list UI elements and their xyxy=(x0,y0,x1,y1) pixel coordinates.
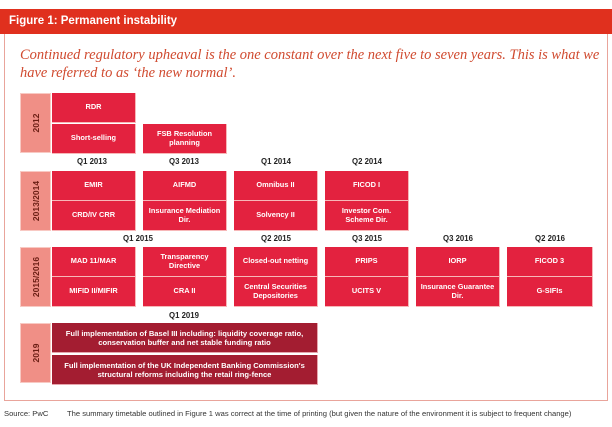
quarter-label: Q2 2016 xyxy=(535,234,565,243)
item-investor-com-scheme-dir: Investor Com. Scheme Dir. xyxy=(325,201,409,231)
year-label: 2013/2014 xyxy=(30,180,41,222)
quarter-label: Q1 2019 xyxy=(169,311,199,320)
item-crd-iv-crr: CRD/IV CRR xyxy=(52,201,136,231)
item-closed-out-netting: Closed-out netting xyxy=(234,247,318,277)
item-omnibus-ii: Omnibus II xyxy=(234,171,318,201)
item-ficod-3: FICOD 3 xyxy=(507,247,593,277)
item-mad-11-mar: MAD 11/MAR xyxy=(52,247,136,277)
item-solvency-ii: Solvency II xyxy=(234,201,318,231)
year-bar-2015-2016: 2015/2016 xyxy=(20,247,51,307)
item-g-sifis: G-SIFIs xyxy=(507,277,593,307)
quarter-label: Q1 2014 xyxy=(261,157,291,166)
year-label: 2019 xyxy=(30,343,41,363)
item-aifmd: AIFMD xyxy=(143,171,227,201)
item-central-securities-depositories: Central Securities Depositories xyxy=(234,277,318,307)
year-label: 2012 xyxy=(30,113,41,133)
year-bar-2013-2014: 2013/2014 xyxy=(20,171,51,231)
year-label: 2015/2016 xyxy=(30,256,41,298)
item-cra-ii: CRA II xyxy=(143,277,227,307)
quarter-label: Q1 2015 xyxy=(123,234,153,243)
disclaimer-note: The summary timetable outlined in Figure… xyxy=(67,409,572,418)
item-fsb-resolution-planning: FSB Resolution planning xyxy=(143,124,227,154)
item-insurance-guarantee-dir: Insurance Guarantee Dir. xyxy=(416,277,500,307)
year-bar-2019: 2019 xyxy=(20,323,51,383)
figure-subtitle: Continued regulatory upheaval is the one… xyxy=(20,47,600,81)
quarter-label: Q3 2015 xyxy=(352,234,382,243)
quarter-label: Q3 2013 xyxy=(169,157,199,166)
item-prips: PRIPS xyxy=(325,247,409,277)
item-mifid-ii-mifir: MIFID II/MIFIR xyxy=(52,277,136,307)
item-emir: EMIR xyxy=(52,171,136,201)
item-basel-iii: Full implementation of Basel III includi… xyxy=(52,323,318,353)
item-uk-banking-commission-reforms: Full implementation of the UK Independen… xyxy=(52,355,318,385)
item-transparency-directive: Transparency Directive xyxy=(143,247,227,277)
item-rdr: RDR xyxy=(52,93,136,123)
item-insurance-mediation-dir: Insurance Mediation Dir. xyxy=(143,201,227,231)
figure-panel xyxy=(4,34,608,401)
quarter-label: Q2 2015 xyxy=(261,234,291,243)
source-note: Source: PwC xyxy=(4,409,49,418)
item-iorp: IORP xyxy=(416,247,500,277)
quarter-label: Q2 2014 xyxy=(352,157,382,166)
item-ucits-v: UCITS V xyxy=(325,277,409,307)
figure-title: Figure 1: Permanent instability xyxy=(0,9,612,34)
item-short-selling: Short-selling xyxy=(52,124,136,154)
quarter-label: Q3 2016 xyxy=(443,234,473,243)
year-bar-2012: 2012 xyxy=(20,93,51,153)
item-ficod-i: FICOD I xyxy=(325,171,409,201)
quarter-label: Q1 2013 xyxy=(77,157,107,166)
